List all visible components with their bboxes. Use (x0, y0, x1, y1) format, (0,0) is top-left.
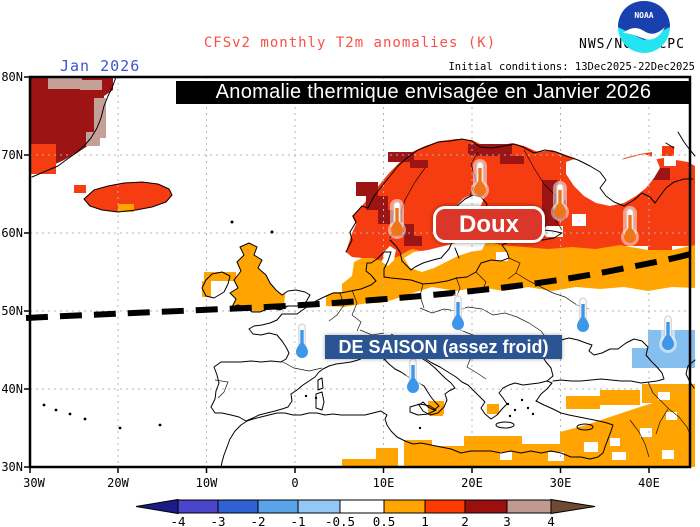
cold-thermometer-icon (403, 355, 423, 397)
x-axis-labels: 30W 20W 10W 0 10E 20E 30E 40E (23, 476, 660, 490)
map-frame (24, 75, 692, 473)
x-tick-label: 30W (23, 476, 45, 490)
y-tick-label: 60N (1, 226, 23, 240)
colorbar-segment (177, 499, 219, 514)
gridlines (30, 77, 690, 467)
x-tick-label: 30E (550, 476, 572, 490)
y-tick-label: 40N (1, 382, 23, 396)
colorbar-tick-label: -3 (210, 514, 225, 527)
headline-banner: Anomalie thermique envisagée en Janvier … (176, 81, 691, 104)
colorbar-right-arrow (550, 498, 596, 515)
colorbar-segment (257, 499, 299, 514)
initial-conditions-label: Initial conditions: 13Dec2025-22Dec2025 (448, 61, 695, 73)
noaa-logo-icon: NOAA (618, 1, 670, 53)
colorbar-tick-label: -2 (250, 514, 265, 527)
warm-thermometer-icon (620, 205, 640, 247)
colorbar-tick-label: 0.5 (373, 514, 396, 527)
colorbar-labels: -4 -3 -2 -1 -0.5 0.5 1 2 3 4 (170, 514, 554, 527)
colorbar-left-arrow (135, 498, 179, 515)
cold-thermometer-icon (448, 292, 468, 334)
x-tick-label: 40E (638, 476, 660, 490)
warm-cold-boundary-line (25, 249, 699, 321)
colorbar-segment (464, 499, 508, 514)
cold-thermometer-icon (292, 320, 312, 362)
page-title: CFSv2 monthly T2m anomalies (K) (203, 35, 497, 51)
x-tick-label: 10W (196, 476, 218, 490)
y-tick-label: 80N (1, 70, 23, 84)
warm-thermometer-icon (550, 180, 570, 222)
mild-anomaly-label: Doux (433, 206, 545, 243)
greenland-extreme-warm-patches (48, 77, 106, 146)
seasonal-anomaly-label: DE SAISON (assez froid) (325, 335, 562, 359)
forecast-month-label: Jan 2026 (60, 57, 141, 75)
colorbar-segment (424, 499, 466, 514)
cold-thermometer-icon (573, 294, 593, 336)
small-islands (42, 220, 535, 430)
y-tick-label: 50N (1, 304, 23, 318)
colorbar-segment (217, 499, 259, 514)
colorbar-tick-label: 4 (547, 514, 555, 527)
colorbar-tick-label: 2 (461, 514, 469, 527)
y-tick-label: 30N (1, 460, 23, 474)
x-tick-label: 0 (291, 476, 298, 490)
x-tick-label: 20W (107, 476, 129, 490)
colorbar-tick-label: -1 (290, 514, 305, 527)
coastlines (31, 76, 696, 468)
noaa-logo-text: NOAA (634, 11, 653, 20)
y-axis-labels: 80N 70N 60N 50N 40N 30N (1, 70, 23, 474)
noaa-logo: NOAA (616, 0, 672, 54)
x-tick-label: 10E (373, 476, 395, 490)
warm-thermometer-icon (387, 198, 407, 240)
colorbar (135, 498, 596, 515)
colorbar-segment (383, 499, 426, 514)
colorbar-tick-label: -0.5 (325, 514, 355, 527)
colorbar-tick-label: 3 (503, 514, 511, 527)
x-tick-label: 20E (461, 476, 483, 490)
colorbar-tick-label: -4 (170, 514, 185, 527)
y-tick-label: 70N (1, 148, 23, 162)
cold-thermometer-icon (658, 312, 678, 354)
colorbar-segment (339, 499, 385, 514)
colorbar-segment (297, 499, 341, 514)
warm-thermometer-icon (470, 158, 490, 200)
colorbar-tick-label: 1 (421, 514, 429, 527)
colorbar-segment (506, 499, 552, 514)
